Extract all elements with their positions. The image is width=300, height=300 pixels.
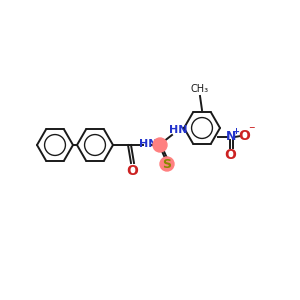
- Text: S: S: [163, 158, 172, 170]
- Text: O: O: [239, 129, 250, 143]
- Text: N: N: [225, 130, 236, 142]
- Text: CH₃: CH₃: [191, 84, 209, 94]
- Circle shape: [153, 138, 167, 152]
- Text: +: +: [232, 128, 239, 136]
- Text: HN: HN: [139, 139, 157, 149]
- Text: HN: HN: [169, 125, 187, 135]
- Text: ⁻: ⁻: [248, 124, 255, 137]
- Text: O: O: [126, 164, 138, 178]
- Text: O: O: [225, 148, 236, 162]
- Circle shape: [160, 157, 174, 171]
